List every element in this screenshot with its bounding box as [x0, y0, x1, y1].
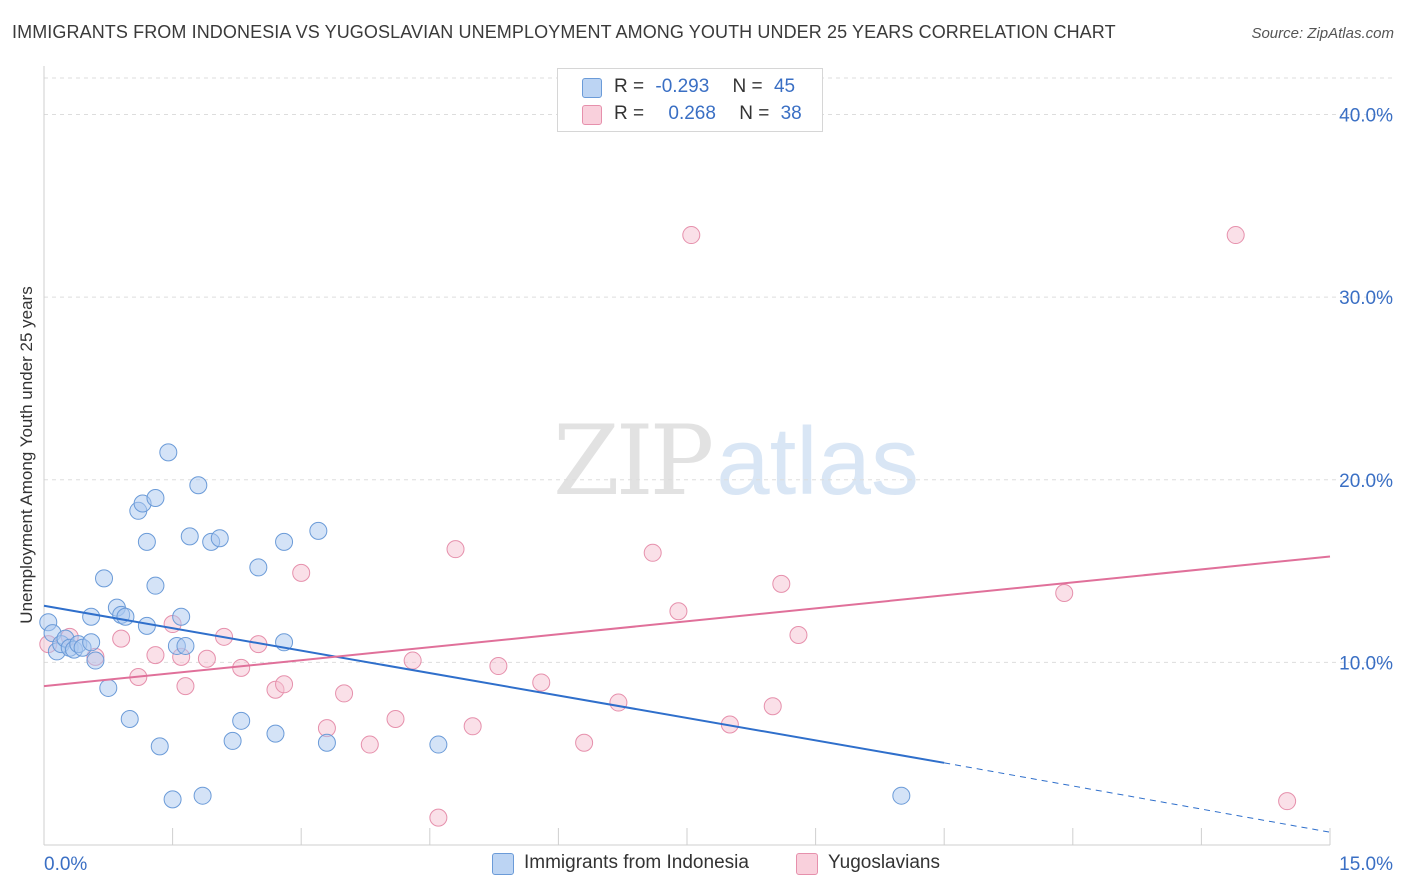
point-indonesia: [180, 527, 199, 546]
point-yugoslavians: [609, 693, 628, 712]
point-yugoslavians: [292, 563, 311, 582]
point-indonesia: [99, 678, 118, 697]
point-indonesia: [146, 576, 165, 595]
point-yugoslavians: [403, 651, 422, 670]
point-indonesia: [137, 616, 156, 635]
bottom-legend-label: Immigrants from Indonesia: [524, 852, 749, 873]
y-tick-label: 40.0%: [1339, 106, 1393, 127]
point-yugoslavians: [643, 543, 662, 562]
point-yugoslavians: [763, 697, 782, 716]
y-tick-label: 10.0%: [1339, 653, 1393, 674]
point-yugoslavians: [1055, 583, 1074, 602]
legend-r-value: -0.293: [655, 76, 710, 97]
point-yugoslavians: [335, 684, 354, 703]
point-indonesia: [172, 607, 191, 626]
legend-swatch-blue: [582, 78, 602, 98]
chart-title: IMMIGRANTS FROM INDONESIA VS YUGOSLAVIAN…: [12, 22, 1116, 42]
legend-n-value: 45: [773, 76, 796, 97]
point-yugoslavians: [112, 629, 131, 648]
point-yugoslavians: [176, 677, 195, 696]
point-indonesia: [223, 731, 242, 750]
trend-line-indonesia: [43, 604, 945, 764]
y-tick-label: 30.0%: [1339, 288, 1393, 309]
point-indonesia: [95, 569, 114, 588]
legend-r-value: 0.268: [668, 103, 716, 124]
series-immigrants-from-indonesia: [39, 443, 911, 809]
point-yugoslavians: [360, 735, 379, 754]
point-indonesia: [266, 724, 285, 743]
point-yugoslavians: [532, 673, 551, 692]
grid-lines: [44, 77, 1392, 663]
point-yugoslavians: [446, 540, 465, 559]
point-yugoslavians: [146, 646, 165, 665]
trend-line-indonesia-extension: [944, 762, 1331, 833]
watermark-zip: ZIP: [553, 405, 714, 517]
trend-lines: [43, 555, 1331, 833]
point-indonesia: [892, 786, 911, 805]
point-indonesia: [146, 489, 165, 508]
point-indonesia: [275, 532, 294, 551]
point-indonesia: [317, 733, 336, 752]
correlation-legend: R = -0.293 N = 45 R = 0.268 N = 38: [557, 68, 823, 132]
point-indonesia: [193, 786, 212, 805]
point-indonesia: [82, 633, 101, 652]
legend-r-label: R =: [614, 103, 645, 124]
bottom-legend-swatch-blue: [492, 853, 514, 875]
point-indonesia: [309, 521, 328, 540]
tick-labels: 10.0% 20.0% 30.0% 40.0% 0.0% 15.0%: [44, 106, 1393, 875]
zipatlas-watermark: ZIPatlas: [553, 405, 919, 517]
point-yugoslavians: [669, 602, 688, 621]
point-yugoslavians: [386, 709, 405, 728]
point-yugoslavians: [1226, 226, 1245, 245]
source-credit: Source: ZipAtlas.com: [1251, 25, 1394, 42]
point-yugoslavians: [275, 675, 294, 694]
point-yugoslavians: [789, 625, 808, 644]
point-yugoslavians: [682, 226, 701, 245]
point-yugoslavians: [489, 657, 508, 676]
point-indonesia: [86, 651, 105, 670]
point-yugoslavians: [232, 658, 251, 677]
bottom-legend-label: Yugoslavians: [828, 852, 940, 873]
x-tick-label-max: 15.0%: [1339, 854, 1393, 875]
legend-n-value: 38: [780, 103, 802, 124]
point-indonesia: [232, 711, 251, 730]
point-indonesia: [137, 532, 156, 551]
point-indonesia: [176, 636, 195, 655]
point-indonesia: [429, 735, 448, 754]
point-indonesia: [210, 529, 229, 548]
point-indonesia: [163, 790, 182, 809]
point-indonesia: [159, 443, 178, 462]
y-tick-label: 20.0%: [1339, 471, 1393, 492]
point-indonesia: [189, 476, 208, 495]
point-yugoslavians: [463, 717, 482, 736]
point-indonesia: [249, 558, 268, 577]
legend-swatch-pink: [582, 105, 602, 125]
legend-n-label: N =: [732, 76, 763, 97]
point-indonesia: [82, 607, 101, 626]
point-yugoslavians: [1278, 792, 1297, 811]
watermark-atlas: atlas: [716, 408, 919, 515]
point-indonesia: [116, 607, 135, 626]
point-yugoslavians: [772, 574, 791, 593]
axes: [43, 66, 1331, 846]
bottom-legend-swatch-pink: [796, 853, 818, 875]
trend-line-yugoslavians: [43, 555, 1331, 688]
point-indonesia: [150, 737, 169, 756]
point-yugoslavians: [429, 808, 448, 827]
x-tick-label-min: 0.0%: [44, 854, 87, 875]
legend-n-label: N =: [739, 103, 770, 124]
point-yugoslavians: [197, 649, 216, 668]
legend-r-label: R =: [614, 76, 645, 97]
point-yugoslavians: [575, 733, 594, 752]
point-indonesia: [120, 709, 139, 728]
y-axis-label: Unemployment Among Youth under 25 years: [17, 286, 36, 624]
